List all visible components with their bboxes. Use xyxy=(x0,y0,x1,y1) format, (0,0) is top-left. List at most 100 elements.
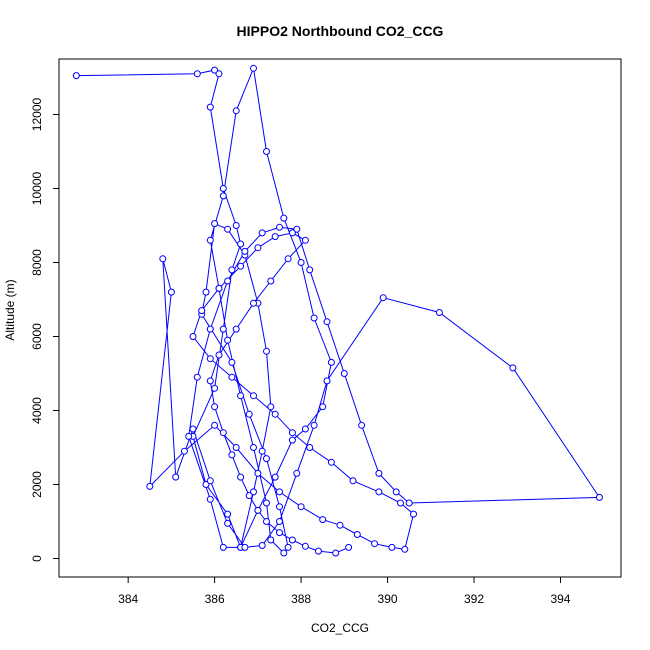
series-line xyxy=(76,66,601,554)
data-point xyxy=(232,444,240,451)
y-tick-label: 0 xyxy=(30,555,44,562)
data-point xyxy=(72,72,80,80)
data-point xyxy=(375,488,383,496)
data-point xyxy=(301,236,309,244)
data-point xyxy=(358,421,366,429)
data-point xyxy=(167,288,175,296)
data-point xyxy=(345,543,353,551)
data-point xyxy=(245,492,253,500)
data-point xyxy=(224,510,232,518)
data-point xyxy=(353,531,361,538)
data-point xyxy=(211,384,219,392)
data-point xyxy=(263,499,270,507)
data-point xyxy=(219,185,227,192)
data-point xyxy=(340,370,348,377)
data-point xyxy=(276,488,283,496)
data-point xyxy=(297,259,305,266)
x-tick-label: 386 xyxy=(205,592,225,606)
x-tick-label: 390 xyxy=(378,592,398,606)
x-axis: 384 386 388 390 392 394 xyxy=(118,576,571,606)
data-point xyxy=(267,277,275,285)
data-point xyxy=(410,510,417,518)
y-tick-label: 2000 xyxy=(30,471,44,498)
data-point xyxy=(401,545,409,553)
data-point xyxy=(288,429,296,437)
data-point xyxy=(254,244,262,252)
y-tick-label: 8000 xyxy=(30,249,44,276)
x-axis-label: CO2_CCG xyxy=(311,621,369,635)
data-point xyxy=(202,481,210,488)
data-point xyxy=(323,377,331,385)
data-point xyxy=(288,229,296,237)
data-point xyxy=(258,447,266,455)
data-point xyxy=(263,518,270,525)
data-point xyxy=(271,233,279,241)
x-tick-label: 392 xyxy=(464,592,484,606)
data-point xyxy=(206,495,214,503)
data-point xyxy=(254,506,262,514)
data-point xyxy=(202,288,210,296)
data-point xyxy=(595,493,603,501)
data-point xyxy=(288,536,296,544)
data-point xyxy=(293,469,301,477)
data-point xyxy=(211,220,219,228)
data-point xyxy=(215,70,223,78)
data-point xyxy=(323,318,331,326)
data-point xyxy=(258,542,266,549)
data-point xyxy=(189,333,197,340)
data-point xyxy=(206,236,214,244)
data-point xyxy=(159,255,167,263)
data-point xyxy=(319,516,327,524)
data-point xyxy=(224,277,232,285)
data-point xyxy=(215,284,223,292)
y-tick-label: 12000 xyxy=(30,97,44,131)
data-point xyxy=(211,421,219,429)
data-point xyxy=(224,336,232,344)
data-point xyxy=(280,214,288,222)
data-point xyxy=(375,469,383,477)
y-tick-label: 10000 xyxy=(30,171,44,205)
data-point xyxy=(237,392,245,400)
y-axis: 0 2000 4000 6000 8000 10000 12000 xyxy=(30,97,60,562)
data-point xyxy=(245,410,253,418)
data-point xyxy=(301,542,309,550)
data-point xyxy=(319,403,327,411)
data-point xyxy=(232,325,240,333)
data-point xyxy=(237,262,245,270)
data-point xyxy=(224,225,232,233)
data-point xyxy=(327,458,335,466)
data-point xyxy=(263,347,270,355)
data-point xyxy=(280,549,288,557)
data-point xyxy=(206,325,214,333)
data-point xyxy=(219,543,227,551)
data-point xyxy=(276,503,283,511)
data-point xyxy=(327,358,335,366)
data-point xyxy=(237,473,245,481)
y-axis-label: Altitude (m) xyxy=(3,279,17,340)
x-tick-label: 388 xyxy=(291,592,311,606)
data-point xyxy=(185,432,193,440)
data-point xyxy=(241,247,249,255)
data-point xyxy=(211,66,219,74)
data-point xyxy=(271,410,279,418)
data-point xyxy=(206,477,214,485)
data-point xyxy=(263,148,270,155)
x-tick-label: 394 xyxy=(550,592,570,606)
x-tick-label: 384 xyxy=(118,592,138,606)
data-point xyxy=(219,325,227,333)
data-point xyxy=(267,536,275,544)
data-point xyxy=(388,543,396,551)
data-point xyxy=(172,473,180,481)
data-point xyxy=(288,436,296,444)
series-group xyxy=(72,64,603,557)
data-point xyxy=(332,549,340,557)
data-point xyxy=(180,447,188,455)
data-point xyxy=(263,455,270,463)
data-point xyxy=(284,255,292,263)
data-point xyxy=(228,266,236,274)
data-point xyxy=(215,351,223,359)
y-tick-label: 4000 xyxy=(30,397,44,424)
data-point xyxy=(193,70,201,78)
data-point xyxy=(206,103,214,111)
data-point xyxy=(301,425,309,433)
